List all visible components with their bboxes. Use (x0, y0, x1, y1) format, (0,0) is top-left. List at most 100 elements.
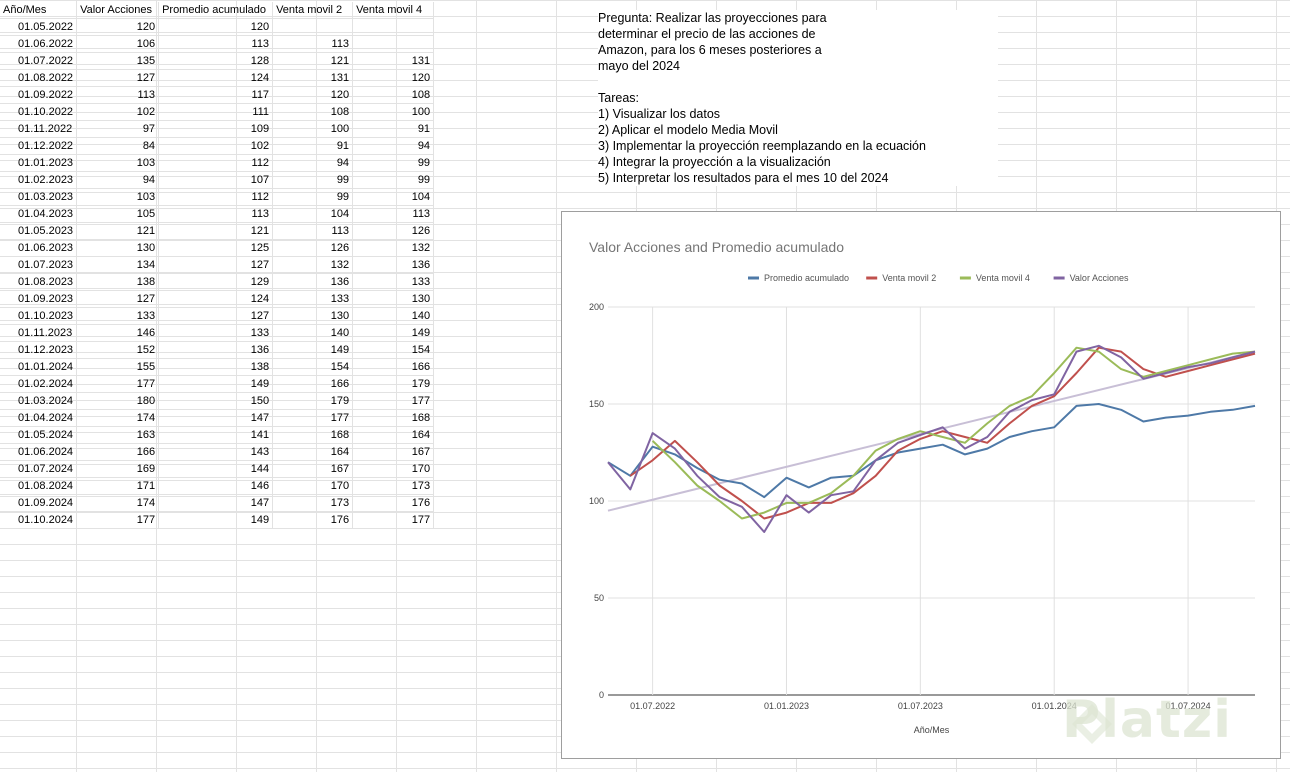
table-cell[interactable]: 120 (158, 18, 274, 36)
table-cell[interactable]: 01.04.2023 (0, 205, 78, 223)
table-cell[interactable]: 121 (76, 222, 160, 240)
table-cell[interactable]: 147 (158, 494, 274, 512)
header-promedio-acumulado[interactable]: Promedio acumulado (158, 2, 274, 19)
table-cell[interactable]: 01.12.2023 (0, 341, 78, 359)
table-cell[interactable]: 129 (158, 273, 274, 291)
table-cell[interactable]: 99 (352, 154, 435, 172)
table-cell[interactable]: 127 (158, 256, 274, 274)
table-cell[interactable]: 01.06.2023 (0, 239, 78, 257)
table-cell[interactable]: 01.05.2023 (0, 222, 78, 240)
table-cell[interactable]: 104 (352, 188, 435, 206)
table-cell[interactable]: 174 (76, 409, 160, 427)
table-cell[interactable]: 01.06.2022 (0, 35, 78, 53)
table-cell[interactable]: 01.07.2022 (0, 52, 78, 70)
table-cell[interactable]: 138 (76, 273, 160, 291)
table-cell[interactable]: 126 (352, 222, 435, 240)
table-cell[interactable]: 113 (272, 222, 354, 240)
table-cell[interactable]: 120 (352, 69, 435, 87)
table-cell[interactable]: 108 (352, 86, 435, 104)
table-cell[interactable] (352, 35, 435, 53)
table-cell[interactable]: 01.07.2024 (0, 460, 78, 478)
table-cell[interactable]: 133 (158, 324, 274, 342)
table-cell[interactable]: 133 (76, 307, 160, 325)
table-cell[interactable]: 167 (272, 460, 354, 478)
table-cell[interactable]: 102 (158, 137, 274, 155)
table-cell[interactable]: 141 (158, 426, 274, 444)
table-cell[interactable]: 01.08.2023 (0, 273, 78, 291)
table-cell[interactable]: 133 (352, 273, 435, 291)
table-cell[interactable]: 124 (158, 69, 274, 87)
table-cell[interactable]: 127 (76, 69, 160, 87)
table-cell[interactable]: 113 (158, 35, 274, 53)
table-cell[interactable]: 91 (272, 137, 354, 155)
table-cell[interactable]: 01.12.2022 (0, 137, 78, 155)
table-cell[interactable]: 147 (158, 409, 274, 427)
task-item-2[interactable]: 2) Aplicar el modelo Media Movil (598, 123, 778, 137)
table-cell[interactable]: 176 (272, 511, 354, 529)
header-venta-movil-4[interactable]: Venta movil 4 (352, 2, 435, 19)
table-cell[interactable]: 177 (272, 409, 354, 427)
table-cell[interactable]: 132 (272, 256, 354, 274)
table-cell[interactable]: 105 (76, 205, 160, 223)
table-cell[interactable]: 130 (352, 290, 435, 308)
table-cell[interactable]: 180 (76, 392, 160, 410)
table-cell[interactable]: 167 (352, 443, 435, 461)
table-cell[interactable]: 173 (272, 494, 354, 512)
table-cell[interactable]: 154 (272, 358, 354, 376)
table-cell[interactable]: 120 (272, 86, 354, 104)
table-cell[interactable]: 133 (272, 290, 354, 308)
table-cell[interactable]: 97 (76, 120, 160, 138)
table-cell[interactable]: 136 (352, 256, 435, 274)
table-cell[interactable]: 01.11.2022 (0, 120, 78, 138)
table-cell[interactable]: 149 (158, 511, 274, 529)
table-cell[interactable]: 117 (158, 86, 274, 104)
table-cell[interactable]: 171 (76, 477, 160, 495)
table-cell[interactable]: 01.11.2023 (0, 324, 78, 342)
table-cell[interactable]: 91 (352, 120, 435, 138)
table-cell[interactable]: 103 (76, 188, 160, 206)
table-cell[interactable]: 121 (272, 52, 354, 70)
table-cell[interactable]: 125 (158, 239, 274, 257)
table-cell[interactable]: 113 (76, 86, 160, 104)
table-cell[interactable]: 149 (272, 341, 354, 359)
table-cell[interactable]: 131 (272, 69, 354, 87)
table-cell[interactable]: 121 (158, 222, 274, 240)
table-cell[interactable]: 152 (76, 341, 160, 359)
table-cell[interactable]: 166 (352, 358, 435, 376)
table-cell[interactable]: 120 (76, 18, 160, 36)
table-cell[interactable]: 168 (352, 409, 435, 427)
table-cell[interactable]: 01.10.2023 (0, 307, 78, 325)
task-item-3[interactable]: 3) Implementar la proyección reemplazand… (598, 139, 926, 153)
series-line-3[interactable] (651, 346, 1256, 520)
header-ano-mes[interactable]: Año/Mes (0, 2, 78, 19)
table-cell[interactable]: 177 (76, 375, 160, 393)
table-cell[interactable]: 99 (352, 171, 435, 189)
task-item-5[interactable]: 5) Interpretar los resultados para el me… (598, 171, 889, 185)
table-cell[interactable]: 177 (76, 511, 160, 529)
table-cell[interactable]: 149 (352, 324, 435, 342)
table-cell[interactable]: 113 (272, 35, 354, 53)
series-line-4[interactable] (607, 344, 1256, 533)
table-cell[interactable]: 132 (352, 239, 435, 257)
table-cell[interactable]: 112 (158, 154, 274, 172)
table-cell[interactable]: 170 (272, 477, 354, 495)
task-item-4[interactable]: 4) Integrar la proyección a la visualiza… (598, 155, 831, 169)
table-cell[interactable]: 126 (272, 239, 354, 257)
table-cell[interactable]: 134 (76, 256, 160, 274)
table-cell[interactable]: 130 (272, 307, 354, 325)
series-line-2[interactable] (629, 346, 1256, 520)
table-cell[interactable]: 94 (352, 137, 435, 155)
table-cell[interactable]: 103 (76, 154, 160, 172)
table-cell[interactable]: 111 (158, 103, 274, 121)
table-cell[interactable]: 01.02.2023 (0, 171, 78, 189)
table-cell[interactable]: 164 (352, 426, 435, 444)
table-cell[interactable]: 130 (76, 239, 160, 257)
header-venta-movil-2[interactable]: Venta movil 2 (272, 2, 354, 19)
table-cell[interactable]: 01.03.2024 (0, 392, 78, 410)
table-cell[interactable]: 01.05.2024 (0, 426, 78, 444)
table-cell[interactable]: 144 (158, 460, 274, 478)
table-cell[interactable]: 179 (352, 375, 435, 393)
table-cell[interactable]: 135 (76, 52, 160, 70)
table-cell[interactable]: 109 (158, 120, 274, 138)
header-valor-acciones[interactable]: Valor Acciones (76, 2, 160, 19)
